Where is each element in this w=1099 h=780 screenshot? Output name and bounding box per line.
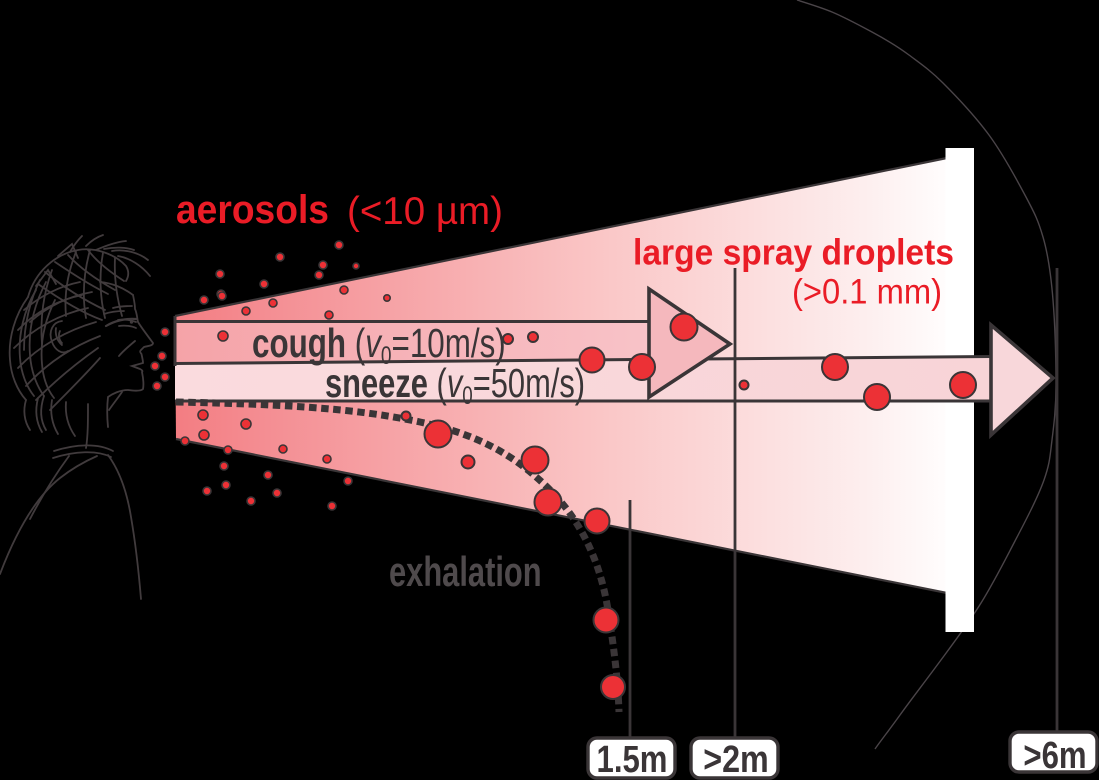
svg-text:(<10 µm): (<10 µm) xyxy=(347,190,503,233)
svg-text:large spray droplets: large spray droplets xyxy=(633,232,954,273)
svg-text:(>0.1 mm): (>0.1 mm) xyxy=(792,273,942,312)
svg-text:1.5m: 1.5m xyxy=(597,739,668,780)
svg-text:cough (v0=10m/s): cough (v0=10m/s) xyxy=(252,320,506,370)
svg-text:>2m: >2m xyxy=(703,739,769,780)
svg-text:sneeze (v0=50m/s): sneeze (v0=50m/s) xyxy=(325,360,585,410)
svg-text:>6m: >6m xyxy=(1023,735,1086,777)
svg-text:aerosols: aerosols xyxy=(176,188,329,233)
svg-text:exhalation: exhalation xyxy=(389,548,542,595)
